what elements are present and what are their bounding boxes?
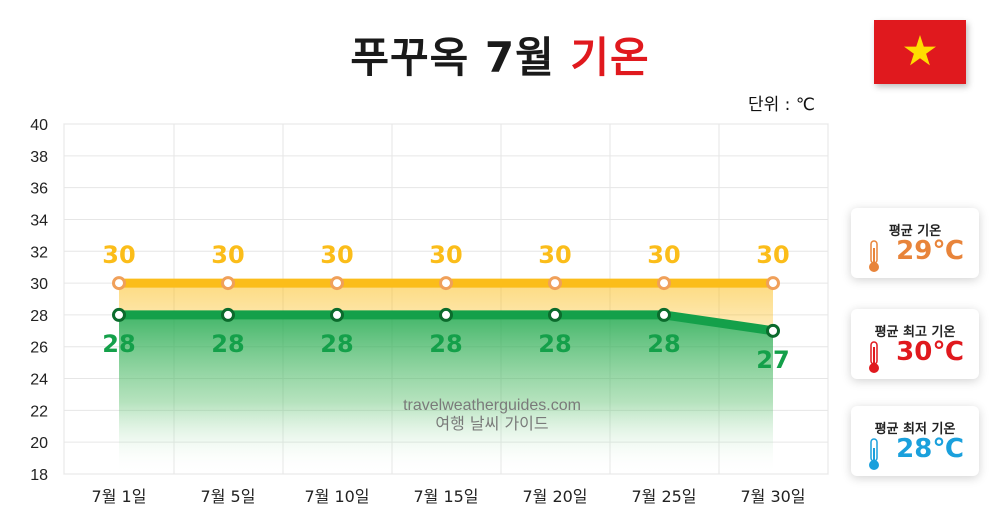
y-tick-label: 18 — [30, 467, 48, 484]
high-temp-data-label: 30 — [538, 241, 571, 269]
avg-temp-label: 평균 기온 — [888, 224, 942, 239]
high-temp-point — [330, 276, 344, 291]
high-temp-point — [112, 276, 126, 291]
x-tick-label: 7월 10일 — [304, 487, 369, 506]
avg-temp-value: 29℃ — [896, 236, 964, 266]
avg-low-temp-value: 28℃ — [896, 434, 964, 464]
high-temp-point — [548, 276, 562, 291]
y-tick-label: 40 — [30, 117, 48, 134]
title-main: 푸꾸옥 7월 — [350, 33, 555, 82]
high-temp-point — [766, 276, 780, 291]
low-temp-point — [330, 307, 344, 322]
high-temp-data-label: 30 — [102, 241, 135, 269]
high-temp-data-label: 30 — [756, 241, 789, 269]
low-temp-point — [548, 307, 562, 322]
avg-temp-card: 평균 기온 29℃ — [851, 208, 979, 278]
x-tick-label: 7월 30일 — [740, 487, 805, 506]
avg-high-temp-card: 평균 최고 기온 30℃ — [851, 309, 979, 379]
high-temp-area — [119, 283, 773, 331]
y-tick-label: 26 — [30, 340, 48, 357]
avg-low-temp-card: 평균 최저 기온 28℃ — [851, 406, 979, 476]
x-tick-label: 7월 20일 — [522, 487, 587, 506]
x-tick-label: 7월 5일 — [201, 487, 256, 506]
low-temp-data-label: 28 — [429, 330, 462, 358]
low-temp-point — [112, 307, 126, 322]
y-tick-label: 32 — [30, 244, 48, 261]
high-temp-data-label: 30 — [647, 241, 680, 269]
y-tick-label: 28 — [30, 308, 48, 325]
low-temp-data-label: 28 — [320, 330, 353, 358]
y-tick-label: 34 — [30, 212, 48, 229]
y-tick-label: 38 — [30, 149, 48, 166]
watermark-url: travelweatherguides.com — [403, 397, 581, 414]
y-tick-label: 30 — [30, 276, 48, 293]
x-tick-label: 7월 15일 — [413, 487, 478, 506]
low-temp-data-label: 28 — [647, 330, 680, 358]
low-temp-point — [766, 323, 780, 338]
title-accent: 기온 — [570, 33, 650, 82]
high-temp-point — [657, 276, 671, 291]
avg-high-temp-value: 30℃ — [896, 337, 964, 367]
high-temp-data-label: 30 — [320, 241, 353, 269]
low-temp-point — [439, 307, 453, 322]
avg-low-temp-label: 평균 최저 기온 — [874, 422, 956, 437]
low-temp-point — [221, 307, 235, 322]
y-tick-label: 24 — [30, 372, 48, 389]
x-tick-label: 7월 1일 — [92, 487, 147, 506]
high-temp-data-label: 30 — [429, 241, 462, 269]
high-temp-point — [221, 276, 235, 291]
y-tick-label: 36 — [30, 181, 48, 198]
low-temp-data-label: 28 — [211, 330, 244, 358]
avg-high-temp-label: 평균 최고 기온 — [874, 325, 956, 340]
unit-label: 단위 : ℃ — [748, 95, 815, 115]
x-tick-label: 7월 25일 — [631, 487, 696, 506]
high-temp-data-label: 30 — [211, 241, 244, 269]
thermometer-icon — [869, 341, 879, 373]
vietnam-flag-icon — [874, 20, 966, 84]
high-temp-point — [439, 276, 453, 291]
y-tick-label: 22 — [30, 403, 48, 420]
thermometer-icon — [869, 240, 879, 272]
thermometer-icon — [869, 438, 879, 470]
low-temp-area — [119, 314, 773, 474]
page-title: 푸꾸옥 7월 기온 — [0, 24, 1000, 85]
low-temp-point — [657, 307, 671, 322]
low-temp-data-label: 28 — [538, 330, 571, 358]
watermark-subtitle: 여행 날씨 가이드 — [435, 414, 548, 433]
low-temp-data-label: 28 — [102, 330, 135, 358]
y-tick-label: 20 — [30, 435, 48, 452]
low-temp-data-label: 27 — [756, 346, 789, 374]
